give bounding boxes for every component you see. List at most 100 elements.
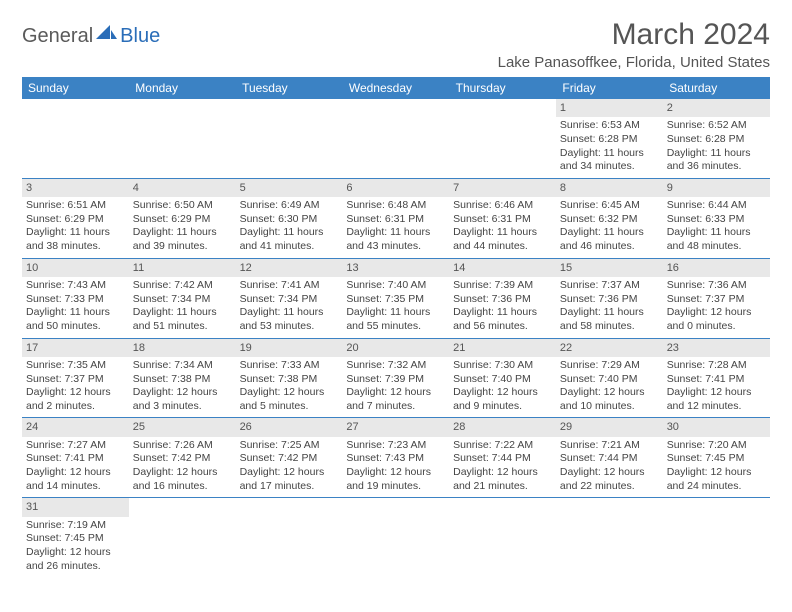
day-header: Sunday [22, 77, 129, 99]
day-cell: 19Sunrise: 7:33 AMSunset: 7:38 PMDayligh… [236, 338, 343, 418]
day-body: Sunrise: 6:44 AMSunset: 6:33 PMDaylight:… [663, 197, 770, 258]
day-number: 5 [236, 179, 343, 197]
day-number: 6 [342, 179, 449, 197]
day-line: Sunset: 7:37 PM [26, 373, 125, 387]
day-line: Daylight: 12 hours and 7 minutes. [346, 386, 445, 413]
day-number: 12 [236, 259, 343, 277]
day-line: Sunrise: 6:49 AM [240, 199, 339, 213]
day-number: 18 [129, 339, 236, 357]
day-line: Sunrise: 7:26 AM [133, 439, 232, 453]
day-header: Thursday [449, 77, 556, 99]
day-cell: 1Sunrise: 6:53 AMSunset: 6:28 PMDaylight… [556, 99, 663, 178]
day-line: Daylight: 12 hours and 21 minutes. [453, 466, 552, 493]
day-line: Sunrise: 7:25 AM [240, 439, 339, 453]
day-line: Sunset: 7:42 PM [240, 452, 339, 466]
day-body: Sunrise: 7:22 AMSunset: 7:44 PMDaylight:… [449, 437, 556, 498]
day-line: Daylight: 12 hours and 3 minutes. [133, 386, 232, 413]
day-line: Sunrise: 6:51 AM [26, 199, 125, 213]
day-number: 4 [129, 179, 236, 197]
week-row: 10Sunrise: 7:43 AMSunset: 7:33 PMDayligh… [22, 258, 770, 338]
week-row: 17Sunrise: 7:35 AMSunset: 7:37 PMDayligh… [22, 338, 770, 418]
day-body: Sunrise: 7:29 AMSunset: 7:40 PMDaylight:… [556, 357, 663, 418]
day-cell: 3Sunrise: 6:51 AMSunset: 6:29 PMDaylight… [22, 178, 129, 258]
day-cell: 30Sunrise: 7:20 AMSunset: 7:45 PMDayligh… [663, 418, 770, 498]
day-line: Daylight: 12 hours and 10 minutes. [560, 386, 659, 413]
day-body: Sunrise: 6:50 AMSunset: 6:29 PMDaylight:… [129, 197, 236, 258]
day-line: Sunrise: 7:33 AM [240, 359, 339, 373]
day-line: Sunset: 7:38 PM [133, 373, 232, 387]
day-cell [236, 99, 343, 178]
day-number: 9 [663, 179, 770, 197]
day-number: 31 [22, 498, 129, 516]
day-cell: 26Sunrise: 7:25 AMSunset: 7:42 PMDayligh… [236, 418, 343, 498]
day-line: Daylight: 11 hours and 34 minutes. [560, 147, 659, 174]
day-cell: 23Sunrise: 7:28 AMSunset: 7:41 PMDayligh… [663, 338, 770, 418]
day-number: 16 [663, 259, 770, 277]
day-cell: 4Sunrise: 6:50 AMSunset: 6:29 PMDaylight… [129, 178, 236, 258]
day-cell: 5Sunrise: 6:49 AMSunset: 6:30 PMDaylight… [236, 178, 343, 258]
day-body: Sunrise: 6:49 AMSunset: 6:30 PMDaylight:… [236, 197, 343, 258]
day-line: Sunrise: 7:40 AM [346, 279, 445, 293]
day-cell: 22Sunrise: 7:29 AMSunset: 7:40 PMDayligh… [556, 338, 663, 418]
day-line: Sunset: 6:30 PM [240, 213, 339, 227]
day-body: Sunrise: 7:37 AMSunset: 7:36 PMDaylight:… [556, 277, 663, 338]
day-cell [663, 498, 770, 577]
day-line: Sunrise: 6:52 AM [667, 119, 766, 133]
day-line: Sunrise: 7:34 AM [133, 359, 232, 373]
day-body: Sunrise: 7:34 AMSunset: 7:38 PMDaylight:… [129, 357, 236, 418]
day-line: Sunrise: 6:53 AM [560, 119, 659, 133]
day-cell: 31 Sunrise: 7:19 AMSunset: 7:45 PMDayligh… [22, 498, 129, 577]
day-cell: 7Sunrise: 6:46 AMSunset: 6:31 PMDaylight… [449, 178, 556, 258]
day-line: Daylight: 12 hours and 14 minutes. [26, 466, 125, 493]
day-body: Sunrise: 6:52 AMSunset: 6:28 PMDaylight:… [663, 117, 770, 178]
day-line: Sunset: 7:34 PM [240, 293, 339, 307]
day-cell [449, 99, 556, 178]
day-line: Daylight: 12 hours and 17 minutes. [240, 466, 339, 493]
day-cell: 10Sunrise: 7:43 AMSunset: 7:33 PMDayligh… [22, 258, 129, 338]
day-line: Daylight: 11 hours and 46 minutes. [560, 226, 659, 253]
day-number: 21 [449, 339, 556, 357]
day-header: Wednesday [342, 77, 449, 99]
day-cell: 14Sunrise: 7:39 AMSunset: 7:36 PMDayligh… [449, 258, 556, 338]
day-line: Sunrise: 6:44 AM [667, 199, 766, 213]
day-cell [556, 498, 663, 577]
day-header: Tuesday [236, 77, 343, 99]
day-line: Sunrise: 7:36 AM [667, 279, 766, 293]
day-line: Sunset: 7:36 PM [560, 293, 659, 307]
day-cell: 13Sunrise: 7:40 AMSunset: 7:35 PMDayligh… [342, 258, 449, 338]
day-cell: 9Sunrise: 6:44 AMSunset: 6:33 PMDaylight… [663, 178, 770, 258]
day-body: Sunrise: 7:39 AMSunset: 7:36 PMDaylight:… [449, 277, 556, 338]
day-line: Daylight: 12 hours and 24 minutes. [667, 466, 766, 493]
day-line: Daylight: 12 hours and 0 minutes. [667, 306, 766, 333]
day-line: Sunrise: 7:19 AM [26, 519, 125, 533]
day-line: Sunset: 7:36 PM [453, 293, 552, 307]
day-line: Sunset: 7:45 PM [26, 532, 125, 546]
day-line: Sunrise: 6:46 AM [453, 199, 552, 213]
day-line: Daylight: 12 hours and 9 minutes. [453, 386, 552, 413]
day-cell [129, 99, 236, 178]
logo-text-blue: Blue [120, 25, 160, 48]
day-line: Daylight: 11 hours and 36 minutes. [667, 147, 766, 174]
day-body: Sunrise: 7:25 AMSunset: 7:42 PMDaylight:… [236, 437, 343, 498]
logo: General Blue [22, 24, 160, 49]
day-line: Daylight: 12 hours and 26 minutes. [26, 546, 125, 573]
day-line: Sunrise: 7:43 AM [26, 279, 125, 293]
day-cell: 20Sunrise: 7:32 AMSunset: 7:39 PMDayligh… [342, 338, 449, 418]
day-cell [22, 99, 129, 178]
month-title: March 2024 [498, 18, 770, 52]
day-number: 30 [663, 418, 770, 436]
day-line: Sunset: 7:33 PM [26, 293, 125, 307]
day-header: Friday [556, 77, 663, 99]
header: General Blue March 2024 Lake Panasoffkee… [22, 18, 770, 71]
day-number: 26 [236, 418, 343, 436]
day-line: Daylight: 11 hours and 55 minutes. [346, 306, 445, 333]
day-line: Sunrise: 7:32 AM [346, 359, 445, 373]
day-line: Sunset: 6:32 PM [560, 213, 659, 227]
day-cell [449, 498, 556, 577]
day-body: Sunrise: 6:48 AMSunset: 6:31 PMDaylight:… [342, 197, 449, 258]
day-line: Sunset: 7:45 PM [667, 452, 766, 466]
day-line: Daylight: 12 hours and 2 minutes. [26, 386, 125, 413]
day-body: Sunrise: 7:43 AMSunset: 7:33 PMDaylight:… [22, 277, 129, 338]
day-cell [236, 498, 343, 577]
day-line: Sunrise: 6:48 AM [346, 199, 445, 213]
